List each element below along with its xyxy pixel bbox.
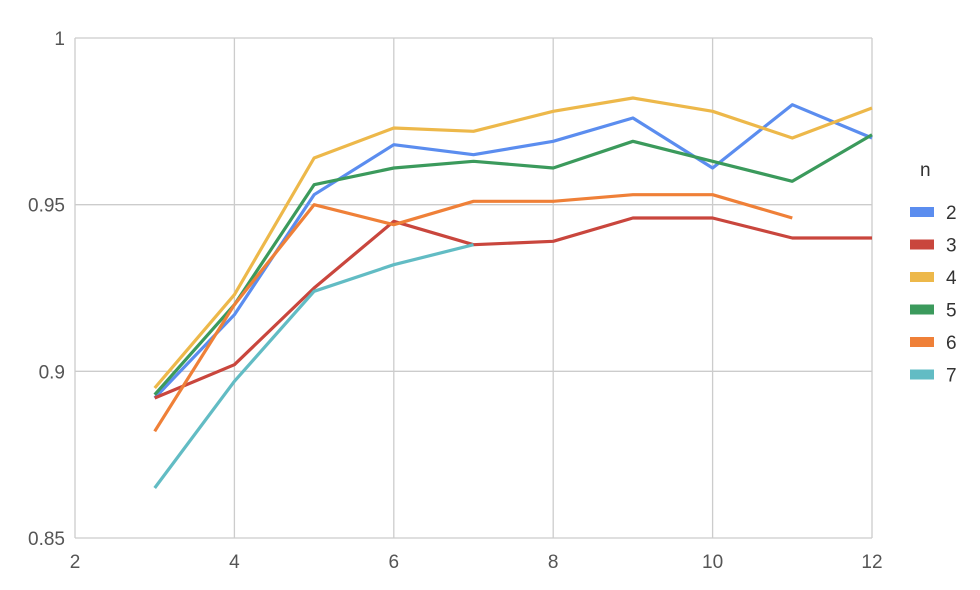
legend-entry-n-6: 6: [946, 333, 957, 354]
series-line-n-6: [153, 193, 793, 433]
y-tick-label: 0.85: [28, 529, 65, 550]
legend-entry-n-5: 5: [946, 301, 957, 322]
x-tick-label: 10: [702, 552, 723, 573]
legend-entry-n-3: 3: [946, 236, 957, 257]
y-tick-label: 0.9: [39, 362, 65, 383]
series-line-n-4: [153, 96, 873, 390]
legend-swatch-n-3: [910, 239, 934, 250]
x-tick-label: 6: [389, 552, 400, 573]
y-axis: 0.85 0.9 0.95 1: [28, 29, 65, 550]
x-tick-label: 8: [548, 552, 559, 573]
legend-swatch-n-4: [910, 272, 934, 282]
x-tick-label: 2: [70, 552, 81, 573]
legend-swatch-n-6: [910, 337, 934, 347]
plot-area: [153, 96, 873, 489]
series-line-n-3: [154, 216, 872, 400]
x-tick-label: 4: [229, 552, 240, 573]
legend-entry-n-4: 4: [946, 268, 957, 289]
series-line-n-2: [153, 103, 873, 400]
x-axis: 2 4 6 8 10 12: [70, 552, 883, 573]
y-tick-label: 1: [54, 29, 65, 50]
legend-swatch-n-2: [910, 207, 934, 217]
legend-swatch-n-7: [910, 369, 934, 380]
legend-entry-n-7: 7: [946, 366, 957, 387]
series-line-n-7: [153, 243, 474, 489]
y-tick-label: 0.95: [28, 196, 65, 217]
x-tick-label: 12: [861, 552, 882, 573]
legend-title: n: [920, 160, 931, 181]
legend: n 2 3 4 5 6 7: [910, 160, 957, 387]
series-line-n-5: [153, 133, 873, 396]
grid: [74, 37, 873, 539]
legend-swatch-n-5: [910, 304, 934, 315]
legend-entry-n-2: 2: [946, 203, 957, 224]
